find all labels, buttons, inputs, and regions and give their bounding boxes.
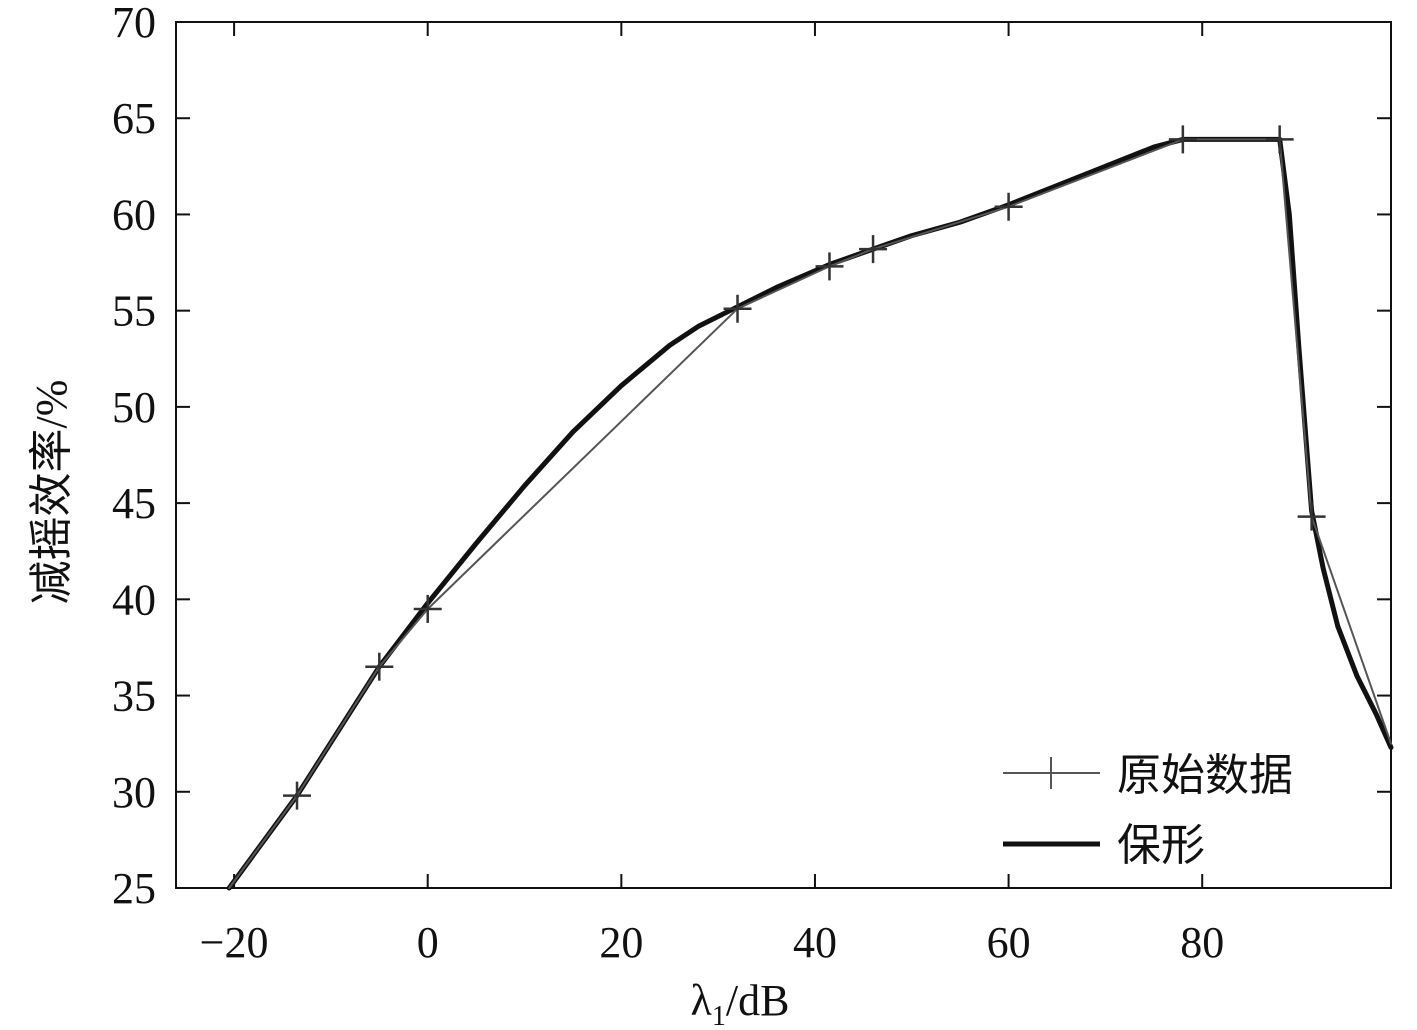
y-tick-label: 60: [112, 190, 156, 239]
data-point-marker: [723, 294, 752, 323]
y-axis-label: 减摇效率/%: [27, 380, 76, 605]
y-tick-label: 25: [112, 864, 156, 913]
x-tick-label: 60: [987, 918, 1031, 967]
data-point-marker: [1297, 502, 1326, 531]
data-point-marker: [1265, 125, 1294, 154]
data-point-marker: [815, 252, 844, 281]
y-tick-label: 65: [112, 94, 156, 143]
y-tick-label: 40: [112, 575, 156, 624]
series-line-original-data: [228, 138, 1392, 889]
x-axis-label-main: λ: [691, 976, 713, 1025]
legend: 原始数据 保形: [1003, 750, 1293, 871]
x-tick-label: 20: [599, 918, 643, 967]
data-point-marker: [283, 781, 312, 810]
y-tick-label: 50: [112, 383, 156, 432]
plot-area-frame: [175, 21, 1392, 889]
legend-label-original-data: 原始数据: [1117, 750, 1293, 801]
series-layer: [226, 125, 1394, 891]
x-tick-label: 40: [793, 918, 837, 967]
x-axis-label-subscript: 1: [712, 1001, 726, 1030]
data-point-marker: [1168, 125, 1197, 154]
x-axis-label-unit: /dB: [726, 976, 790, 1025]
x-tick-label: 0: [417, 918, 439, 967]
data-point-marker: [413, 594, 442, 623]
x-tick-label: −20: [200, 918, 269, 967]
x-axis-label: λ1/dB: [691, 976, 790, 1030]
y-tick-label: 55: [112, 287, 156, 336]
legend-label-shape-preserving: 保形: [1117, 820, 1205, 871]
y-tick-label: 70: [112, 0, 156, 47]
y-tick-label: 30: [112, 768, 156, 817]
data-point-marker: [994, 192, 1023, 221]
axis-ticks: −20 0 20 40 60 80 25 30 35 40 45 50 55 60 65 70: [112, 0, 1391, 967]
y-tick-label: 35: [112, 672, 156, 721]
x-tick-label: 80: [1180, 918, 1224, 967]
y-tick-label: 45: [112, 479, 156, 528]
data-point-marker: [365, 652, 394, 681]
data-point-marker: [859, 235, 888, 264]
